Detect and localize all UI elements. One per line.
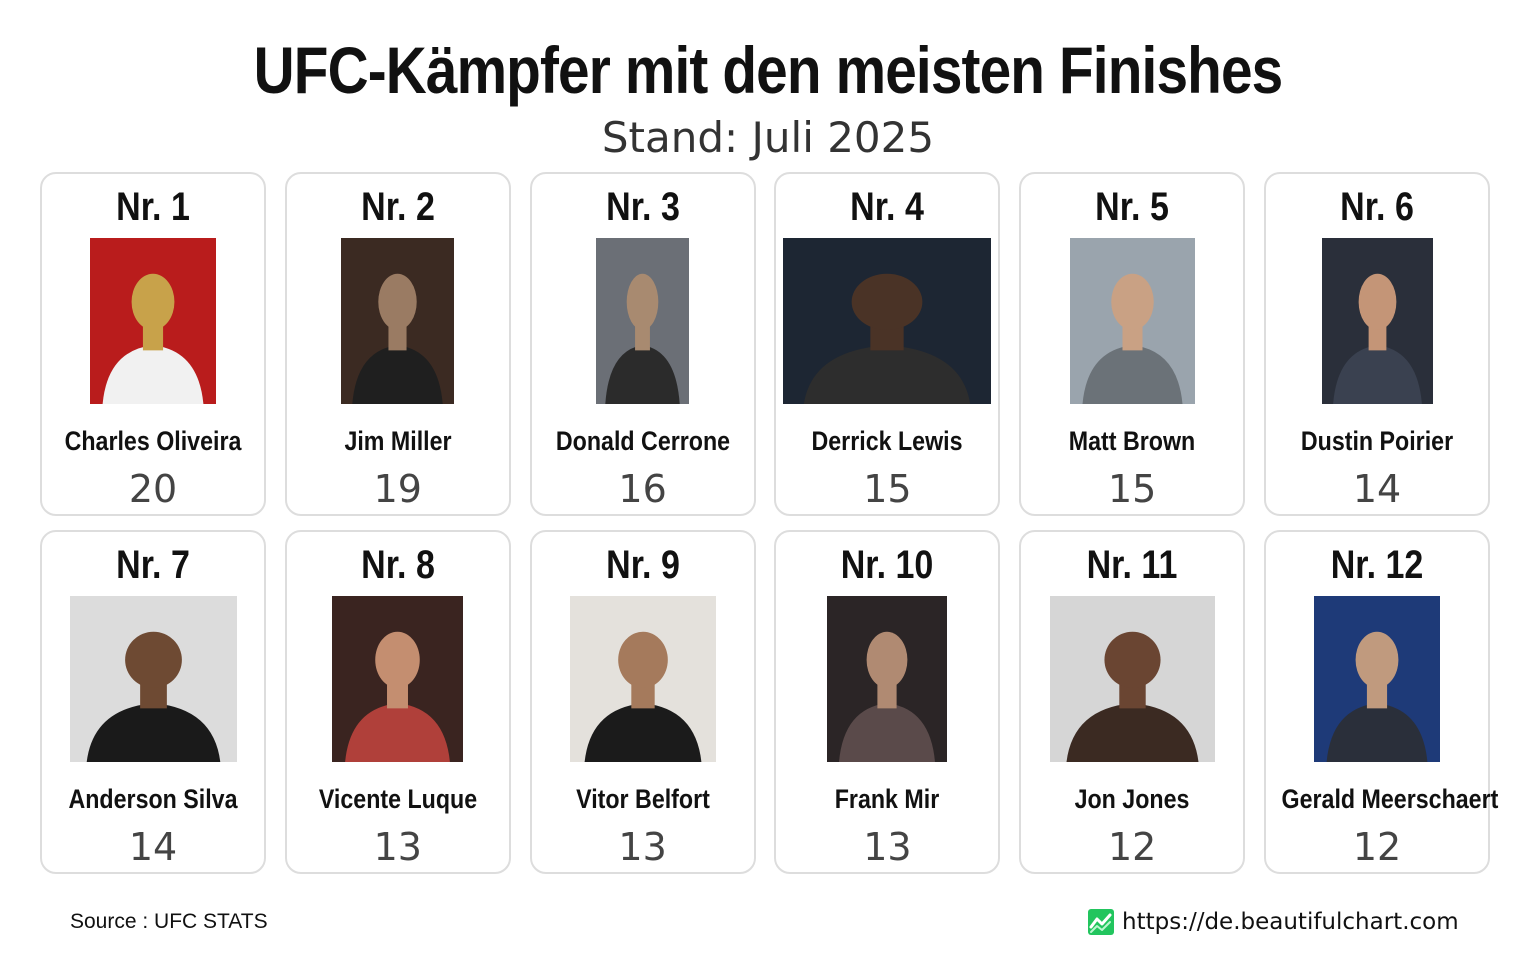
fighter-portrait-icon — [341, 238, 455, 404]
fighter-finishes: 14 — [128, 825, 178, 869]
fighter-finishes: 12 — [1108, 825, 1157, 869]
fighter-portrait-icon — [69, 596, 237, 762]
fighter-photo — [596, 238, 690, 404]
fighter-name: Jim Miller — [344, 426, 452, 456]
fighter-photo — [1314, 596, 1440, 762]
fighter-portrait-icon — [827, 596, 948, 762]
fighter-photo — [1321, 238, 1433, 404]
fighter-finishes: 14 — [1352, 467, 1402, 511]
fighter-portrait-icon — [1049, 596, 1215, 762]
fighter-card: Nr. 2 Jim Miller 19 — [284, 172, 511, 516]
fighter-finishes: 20 — [128, 467, 178, 511]
fighter-photo — [1069, 238, 1195, 404]
fighter-card: Nr. 3 Donald Cerrone 16 — [529, 172, 756, 516]
fighter-photo — [341, 238, 455, 404]
fighter-portrait-icon — [1069, 238, 1195, 404]
fighter-rank: Nr. 6 — [1340, 185, 1414, 229]
fighter-rank: Nr. 8 — [360, 543, 435, 587]
chart-title: UFC-Kämpfer mit den meisten Finishes — [253, 33, 1284, 107]
fighter-portrait-icon — [332, 596, 464, 762]
fighter-photo — [783, 238, 992, 404]
fighter-rank: Nr. 12 — [1330, 543, 1424, 587]
fighter-photo — [1049, 596, 1215, 762]
fighter-card: Nr. 8 Vicente Luque 13 — [284, 530, 511, 874]
fighter-card: Nr. 11 Jon Jones 12 — [1019, 530, 1246, 874]
fighter-finishes: 12 — [1352, 825, 1402, 869]
fighter-portrait-icon — [783, 238, 992, 404]
fighter-rank: Nr. 10 — [841, 543, 934, 587]
fighter-portrait-icon — [1314, 596, 1440, 762]
fighter-name: Anderson Silva — [68, 784, 238, 814]
fighter-portrait-icon — [596, 238, 690, 404]
fighter-finishes: 15 — [863, 467, 912, 511]
fighter-rank: Nr. 2 — [360, 185, 435, 229]
fighter-photo — [90, 238, 216, 404]
fighter-photo — [827, 596, 948, 762]
chart-logo-icon — [1088, 909, 1114, 935]
fighter-name: Vicente Luque — [318, 784, 477, 814]
fighter-card: Nr. 6 Dustin Poirier 14 — [1264, 172, 1490, 516]
fighter-name: Dustin Poirier — [1300, 426, 1454, 456]
fighter-card: Nr. 9 Vitor Belfort 13 — [529, 530, 756, 874]
fighter-name: Derrick Lewis — [811, 426, 963, 456]
fighter-rank: Nr. 7 — [116, 543, 190, 587]
chart-subtitle: Stand: Juli 2025 — [601, 113, 935, 162]
source-note: Source : UFC STATS — [70, 910, 268, 933]
fighter-finishes: 16 — [618, 467, 667, 511]
fighter-name: Donald Cerrone — [555, 426, 730, 456]
fighter-name: Frank Mir — [835, 784, 940, 814]
brand-link[interactable]: https://de.beautifulchart.com — [1088, 906, 1459, 938]
fighter-portrait-icon — [1321, 238, 1433, 404]
fighter-name: Matt Brown — [1068, 426, 1196, 456]
fighter-photo — [569, 596, 716, 762]
fighter-rank: Nr. 1 — [116, 185, 190, 229]
fighter-name: Charles Oliveira — [64, 426, 242, 456]
fighter-card: Nr. 7 Anderson Silva 14 — [40, 530, 266, 874]
fighter-grid: Nr. 1 Charles Oliveira 20 Nr. 2 Jim Miller 19… — [40, 172, 1499, 878]
fighter-rank: Nr. 11 — [1086, 543, 1178, 587]
fighter-card: Nr. 1 Charles Oliveira 20 — [40, 172, 266, 516]
fighter-name: Jon Jones — [1074, 784, 1190, 814]
fighter-card: Nr. 5 Matt Brown 15 — [1019, 172, 1246, 516]
fighter-portrait-icon — [90, 238, 216, 404]
fighter-card: Nr. 12 Gerald Meerschaert 12 — [1264, 530, 1499, 874]
fighter-finishes: 13 — [863, 825, 912, 869]
fighter-finishes: 19 — [373, 467, 422, 511]
fighter-card: Nr. 10 Frank Mir 13 — [774, 530, 1001, 874]
fighter-name: Vitor Belfort — [575, 784, 710, 814]
fighter-portrait-icon — [569, 596, 716, 762]
fighter-name: Gerald Meerschaert — [1281, 784, 1499, 814]
brand-url: https://de.beautifulchart.com — [1122, 909, 1459, 935]
fighter-card: Nr. 4 Derrick Lewis 15 — [774, 172, 1001, 516]
fighter-photo — [332, 596, 464, 762]
fighter-rank: Nr. 3 — [605, 185, 680, 229]
fighter-finishes: 13 — [373, 825, 422, 869]
fighter-rank: Nr. 4 — [850, 185, 925, 229]
fighter-rank: Nr. 9 — [605, 543, 680, 587]
fighter-finishes: 13 — [618, 825, 667, 869]
fighter-photo — [69, 596, 237, 762]
fighter-rank: Nr. 5 — [1095, 185, 1170, 229]
fighter-finishes: 15 — [1108, 467, 1157, 511]
